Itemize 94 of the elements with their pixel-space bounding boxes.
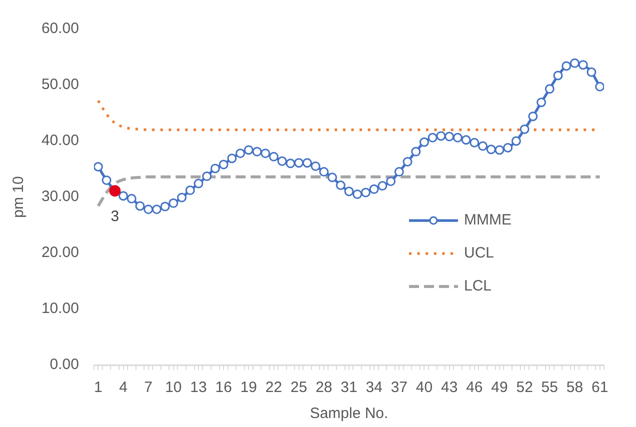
- point: [144, 204, 154, 214]
- point: [578, 60, 588, 70]
- point: [378, 181, 388, 191]
- point: [118, 191, 128, 201]
- point: [302, 158, 312, 168]
- x-tick-label: 52: [516, 379, 533, 396]
- point: [344, 186, 354, 196]
- point: [428, 132, 438, 142]
- point: [478, 141, 488, 151]
- x-tick-label: 16: [215, 379, 232, 396]
- x-tick-label: 1: [94, 379, 102, 396]
- x-tick-label: 22: [265, 379, 282, 396]
- x-tick-label: 13: [190, 379, 207, 396]
- x-tick-label: 49: [491, 379, 508, 396]
- x-tick-label: 19: [240, 379, 258, 396]
- x-tick-label: 43: [440, 379, 458, 396]
- point: [536, 98, 546, 108]
- point: [160, 202, 170, 212]
- point: [503, 142, 513, 152]
- point: [494, 145, 504, 155]
- point: [218, 160, 228, 170]
- point: [520, 124, 530, 134]
- y-tick-label: 10.00: [41, 300, 79, 318]
- legend-label: LCL: [464, 278, 492, 295]
- x-tick-label: 10: [165, 379, 182, 396]
- y-tick-label: 20.00: [41, 244, 79, 262]
- point: [461, 135, 471, 145]
- x-tick-label: 61: [591, 379, 608, 396]
- point: [402, 156, 412, 166]
- x-tick-label: 28: [316, 379, 332, 396]
- point: [227, 154, 237, 164]
- y-tick-label: 60.00: [41, 20, 79, 38]
- point: [544, 84, 554, 94]
- point: [444, 132, 454, 142]
- point: [277, 156, 287, 166]
- annotation: 3: [110, 208, 120, 225]
- x-tick-label: 4: [119, 379, 128, 396]
- point: [168, 198, 178, 208]
- point: [286, 158, 296, 168]
- point: [369, 184, 379, 194]
- x-tick-label: 37: [390, 379, 408, 396]
- legend-label: MMME: [464, 212, 512, 229]
- point: [102, 175, 112, 185]
- point: [294, 158, 304, 168]
- point: [360, 188, 370, 198]
- point: [135, 201, 145, 211]
- point: [528, 112, 538, 122]
- point: [210, 164, 220, 174]
- point: [553, 70, 563, 80]
- point: [562, 61, 572, 71]
- point: [269, 152, 279, 162]
- x-tick-label: 25: [290, 379, 308, 396]
- point: [328, 172, 338, 182]
- point: [310, 161, 320, 171]
- point: [586, 67, 596, 77]
- point: [419, 137, 429, 147]
- point: [177, 192, 187, 202]
- y-tick-label: 50.00: [41, 76, 79, 94]
- x-tick-label: 58: [566, 379, 584, 396]
- point: [394, 167, 404, 177]
- y-tick-label: 30.00: [41, 188, 79, 206]
- x-tick-label: 46: [466, 379, 483, 396]
- x-tick-label: 31: [340, 379, 358, 396]
- x-tick-label: 34: [366, 379, 382, 396]
- y-tick-label: 0.00: [50, 356, 79, 374]
- legend-label: UCL: [464, 244, 494, 262]
- point: [244, 145, 254, 155]
- point: [319, 167, 329, 177]
- point: [336, 180, 346, 190]
- x-tick-label: 7: [144, 379, 153, 396]
- x-tick-label: 55: [541, 379, 558, 396]
- point: [436, 131, 446, 141]
- x-axis-title: Sample No.: [310, 405, 388, 422]
- point: [511, 136, 521, 146]
- y-axis-title: pm 10: [10, 176, 28, 218]
- point: [452, 132, 462, 142]
- point: [570, 58, 580, 68]
- point: [94, 162, 103, 172]
- point: [470, 138, 480, 148]
- point: [236, 148, 246, 158]
- x-tick-label: 40: [416, 379, 433, 396]
- point: [386, 176, 396, 186]
- point: [152, 204, 162, 214]
- point: [202, 172, 212, 182]
- point: [126, 194, 136, 204]
- point: [260, 148, 270, 158]
- y-tick-label: 40.00: [41, 132, 79, 150]
- point: [252, 146, 262, 156]
- point: [185, 186, 195, 196]
- point: [411, 146, 421, 156]
- point: [595, 82, 604, 92]
- point: [194, 178, 204, 188]
- point: [486, 144, 496, 154]
- point: [352, 189, 362, 199]
